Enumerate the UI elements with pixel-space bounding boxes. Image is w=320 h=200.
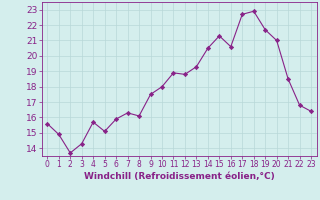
X-axis label: Windchill (Refroidissement éolien,°C): Windchill (Refroidissement éolien,°C) [84,172,275,181]
